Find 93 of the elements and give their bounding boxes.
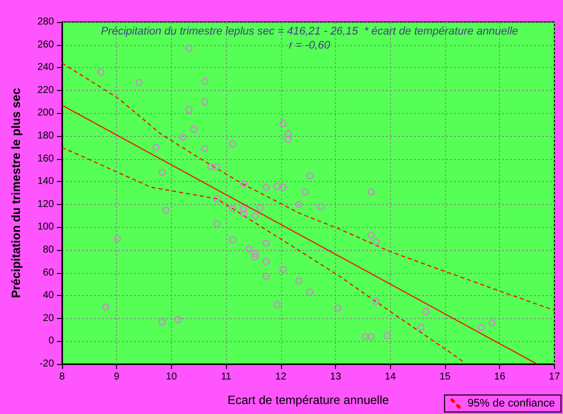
- y-tick-label: -20: [40, 358, 54, 370]
- point: [252, 212, 259, 220]
- point: [362, 333, 369, 340]
- x-tick-label: 17: [548, 372, 560, 382]
- annotation: Précipitation du trimestre leplus sec = 416,21 - 26,15 * écart de température annuelle: [100, 26, 518, 38]
- point: [240, 210, 248, 218]
- x-tick-label: 12: [275, 372, 287, 382]
- point: [201, 78, 208, 85]
- point: [185, 44, 192, 52]
- legend-label: 95% de confiance: [468, 398, 555, 410]
- y-tick-label: 0: [48, 336, 54, 347]
- x-tick-label: 14: [384, 372, 396, 382]
- point: [174, 316, 182, 324]
- x-tick-label: 11: [220, 372, 232, 382]
- point: [162, 206, 170, 214]
- point: [384, 332, 391, 339]
- point: [207, 163, 214, 170]
- point: [306, 172, 314, 180]
- point: [280, 120, 287, 127]
- annotation: r = -0,60: [288, 40, 332, 52]
- point: [417, 324, 424, 332]
- point: [317, 203, 324, 210]
- point: [284, 136, 292, 143]
- point: [262, 272, 270, 280]
- point: [190, 126, 198, 133]
- y-axis-title: Précipitation du trimestre le plus sec: [9, 88, 23, 298]
- point: [229, 205, 236, 212]
- y-tick-label: 200: [37, 108, 54, 119]
- point: [284, 130, 292, 138]
- point: [213, 220, 220, 228]
- point: [102, 304, 110, 310]
- point: [478, 324, 485, 332]
- point: [201, 98, 208, 106]
- point: [213, 163, 220, 170]
- point: [256, 204, 264, 212]
- point: [295, 277, 302, 284]
- y-tick-label: 280: [37, 16, 54, 28]
- point: [97, 68, 104, 76]
- point: [201, 145, 208, 152]
- point: [252, 250, 259, 257]
- point: [274, 182, 281, 190]
- point: [488, 319, 496, 326]
- point: [229, 236, 236, 244]
- point: [114, 235, 121, 242]
- x-tick-label: 15: [439, 372, 452, 382]
- point: [334, 304, 342, 312]
- x-tick-label: 13: [330, 372, 342, 382]
- y-tick-label: 160: [37, 153, 54, 164]
- point: [262, 258, 270, 265]
- y-tick-label: 20: [42, 312, 54, 324]
- x-tick-label: 16: [494, 372, 506, 382]
- point: [262, 240, 270, 247]
- y-tick-label: 40: [42, 290, 54, 302]
- y-tick-label: 260: [37, 39, 54, 50]
- point: [422, 308, 430, 316]
- y-tick-label: 240: [37, 62, 54, 74]
- y-tick-label: 120: [37, 198, 54, 210]
- line-series: [62, 62, 555, 311]
- point: [372, 298, 380, 305]
- point: [179, 134, 186, 141]
- point: [274, 301, 281, 308]
- point: [252, 253, 259, 260]
- point: [213, 195, 220, 202]
- x-axis-title: Ecart de température annuelle: [228, 393, 390, 407]
- point: [240, 180, 248, 188]
- point: [280, 266, 287, 273]
- line-series: [62, 146, 466, 364]
- point: [158, 318, 166, 326]
- x-tick-label: 9: [114, 372, 120, 382]
- point: [229, 140, 236, 148]
- point: [306, 288, 314, 296]
- point: [185, 106, 192, 114]
- y-tick-label: 100: [37, 222, 54, 233]
- x-tick-label: 8: [59, 372, 66, 382]
- point: [368, 232, 375, 239]
- point: [262, 184, 270, 191]
- point: [152, 144, 160, 151]
- y-tick-label: 180: [37, 130, 54, 142]
- point: [368, 188, 375, 196]
- x-tick-label: 10: [166, 372, 178, 382]
- point: [240, 205, 248, 212]
- point: [246, 245, 253, 252]
- point: [158, 168, 166, 176]
- point: [136, 78, 143, 86]
- point: [301, 188, 308, 196]
- y-tick-label: 80: [42, 244, 54, 256]
- y-tick-label: 60: [42, 267, 54, 278]
- point: [280, 184, 287, 191]
- y-tick-label: 220: [37, 84, 54, 96]
- point: [372, 238, 380, 246]
- y-tick-label: 140: [37, 176, 54, 188]
- point: [295, 200, 302, 208]
- point: [368, 333, 375, 340]
